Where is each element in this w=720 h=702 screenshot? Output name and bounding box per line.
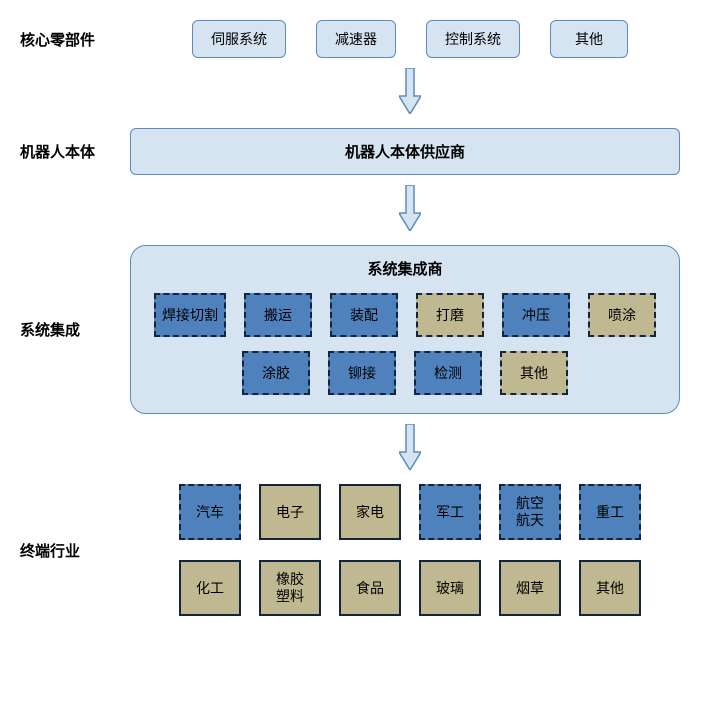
row3-grid: 焊接切割搬运装配打磨冲压喷涂涂胶铆接检测其他 <box>149 293 661 395</box>
row2-label: 机器人本体 <box>20 141 120 162</box>
arrow-1 <box>20 68 700 114</box>
down-arrow-icon <box>399 185 421 231</box>
end-industry-box: 玻璃 <box>419 560 481 616</box>
core-component-box: 减速器 <box>316 20 396 58</box>
robot-body-supplier-box: 机器人本体供应商 <box>130 128 680 175</box>
core-component-box: 其他 <box>550 20 628 58</box>
integration-item-box: 打磨 <box>416 293 484 337</box>
integration-item-box: 检测 <box>414 351 482 395</box>
end-industry-box: 橡胶塑料 <box>259 560 321 616</box>
end-industry-grid: 汽车电子家电军工航空航天重工 化工橡胶塑料食品玻璃烟草其他 <box>130 484 690 616</box>
system-integrator-container: 系统集成商 焊接切割搬运装配打磨冲压喷涂涂胶铆接检测其他 <box>130 245 680 414</box>
integration-item-box: 焊接切割 <box>154 293 226 337</box>
row4-rowB: 化工橡胶塑料食品玻璃烟草其他 <box>130 560 690 616</box>
integration-item-box: 搬运 <box>244 293 312 337</box>
arrow-2 <box>20 185 700 231</box>
row-core-components: 核心零部件 伺服系统减速器控制系统其他 <box>20 20 700 58</box>
row1-label: 核心零部件 <box>20 29 120 50</box>
row2-title: 机器人本体供应商 <box>345 144 465 161</box>
core-component-box: 控制系统 <box>426 20 520 58</box>
arrow-3 <box>20 424 700 470</box>
end-industry-box: 家电 <box>339 484 401 540</box>
end-industry-box: 重工 <box>579 484 641 540</box>
end-industry-box: 食品 <box>339 560 401 616</box>
integration-item-box: 喷涂 <box>588 293 656 337</box>
core-component-box: 伺服系统 <box>192 20 286 58</box>
row3-label: 系统集成 <box>20 319 120 340</box>
end-industry-box: 汽车 <box>179 484 241 540</box>
end-industry-box: 烟草 <box>499 560 561 616</box>
down-arrow-icon <box>399 424 421 470</box>
row1-items: 伺服系统减速器控制系统其他 <box>120 20 700 58</box>
end-industry-box: 化工 <box>179 560 241 616</box>
end-industry-box: 军工 <box>419 484 481 540</box>
integration-item-box: 冲压 <box>502 293 570 337</box>
row4-rowA: 汽车电子家电军工航空航天重工 <box>130 484 690 540</box>
end-industry-box: 其他 <box>579 560 641 616</box>
integration-item-box: 装配 <box>330 293 398 337</box>
row-system-integration: 系统集成 系统集成商 焊接切割搬运装配打磨冲压喷涂涂胶铆接检测其他 <box>20 245 700 414</box>
row4-label: 终端行业 <box>20 540 120 561</box>
down-arrow-icon <box>399 68 421 114</box>
integration-item-box: 铆接 <box>328 351 396 395</box>
row-robot-body: 机器人本体 机器人本体供应商 <box>20 128 700 175</box>
end-industry-box: 航空航天 <box>499 484 561 540</box>
row3-title: 系统集成商 <box>149 258 661 279</box>
row-end-industry: 终端行业 汽车电子家电军工航空航天重工 化工橡胶塑料食品玻璃烟草其他 <box>20 484 700 616</box>
integration-item-box: 其他 <box>500 351 568 395</box>
integration-item-box: 涂胶 <box>242 351 310 395</box>
end-industry-box: 电子 <box>259 484 321 540</box>
